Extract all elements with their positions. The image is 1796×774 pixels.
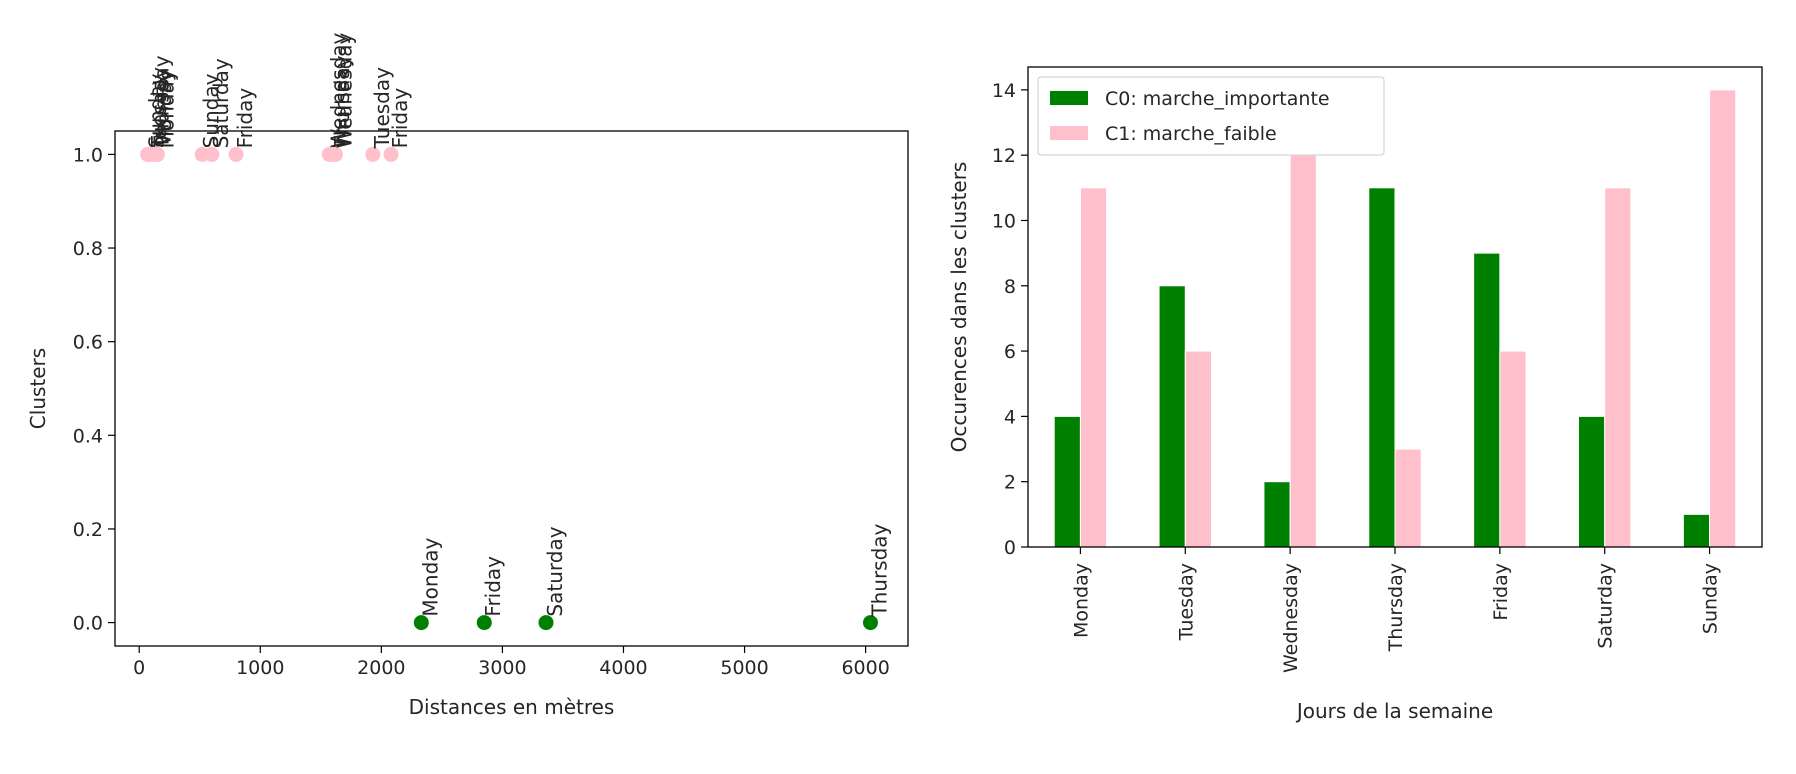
y-tick-label: 1.0: [73, 144, 103, 166]
point-annotation: Thursday: [150, 55, 174, 149]
legend-box: [1037, 76, 1385, 156]
x-axis-label: Jours de la semaine: [1295, 699, 1493, 723]
bar: [1263, 481, 1291, 548]
bar: [1578, 415, 1606, 548]
point-annotation: Tuesday: [370, 67, 394, 150]
legend-swatch: [1050, 91, 1088, 105]
point-annotation: Saturday: [209, 58, 233, 148]
bar: [1368, 187, 1396, 548]
point-annotation: Wednesday: [332, 32, 356, 148]
y-tick-label: 14: [992, 80, 1016, 102]
point-annotation: Thursday: [330, 55, 354, 149]
y-tick-label: 2: [1004, 472, 1016, 494]
x-tick-label: Saturday: [1595, 563, 1617, 649]
y-tick-label: 0.6: [73, 332, 103, 354]
x-tick-label: 0: [133, 657, 145, 679]
plot-frame: [114, 130, 909, 647]
scatter-point: [538, 615, 554, 631]
legend-label: C0: marche_importante: [1105, 88, 1330, 110]
y-tick-label: 0.2: [73, 519, 103, 541]
bar: [1709, 89, 1737, 548]
x-tick-label: 5000: [720, 657, 768, 679]
point-annotation: Monday: [154, 69, 178, 148]
point-annotation: Tuesday: [147, 67, 171, 150]
y-tick-label: 6: [1004, 341, 1016, 363]
y-tick-label: 8: [1004, 276, 1016, 298]
x-tick-label: 1000: [236, 657, 284, 679]
scatter-point: [383, 146, 399, 162]
point-annotation: Friday: [388, 88, 412, 149]
point-annotation: Friday: [481, 556, 505, 617]
bar: [1079, 187, 1108, 548]
bar: [1053, 415, 1081, 548]
y-tick-label: 12: [992, 145, 1016, 167]
x-tick-label: Sunday: [1700, 563, 1722, 634]
point-annotation: Thursday: [867, 523, 891, 617]
bar: [1158, 285, 1186, 548]
scatter-point: [365, 146, 381, 162]
bar: [1499, 350, 1527, 548]
scatter-point: [413, 615, 429, 631]
x-tick-label: 4000: [599, 657, 647, 679]
x-tick-label: Friday: [1490, 563, 1512, 621]
scatter-point: [862, 615, 878, 631]
bar: [1289, 154, 1317, 548]
scatter-point: [204, 146, 220, 162]
bar: [1184, 350, 1213, 548]
point-annotation: Sunday: [199, 73, 223, 148]
point-annotation: Friday: [233, 88, 257, 149]
y-tick-label: 0: [1004, 537, 1016, 559]
y-tick-label: 0.0: [73, 613, 103, 635]
x-tick-label: 2000: [357, 657, 405, 679]
point-annotation: Sunday: [145, 73, 169, 148]
x-tick-label: Monday: [1070, 563, 1092, 638]
x-axis-label: Distances en mètres: [409, 695, 615, 719]
point-annotation: Saturday: [543, 526, 567, 616]
y-axis-label: Clusters: [26, 348, 50, 429]
scatter-point: [228, 146, 244, 162]
scatter-point: [476, 615, 492, 631]
point-annotation: Wednesday: [326, 32, 350, 148]
scatter-point: [327, 146, 343, 162]
x-tick-label: 6000: [841, 657, 889, 679]
y-tick-label: 4: [1004, 406, 1016, 428]
y-tick-label: 10: [992, 210, 1016, 232]
x-tick-label: Tuesday: [1175, 563, 1197, 641]
legend-label: C1: marche_faible: [1105, 123, 1277, 145]
point-annotation: Monday: [418, 537, 442, 616]
scatter-point: [149, 146, 165, 162]
y-tick-label: 0.8: [73, 238, 103, 260]
bar: [1682, 513, 1711, 548]
legend-swatch: [1050, 126, 1088, 140]
x-tick-label: Thursday: [1385, 563, 1407, 652]
x-tick-label: Wednesday: [1280, 563, 1302, 673]
y-axis-label: Occurences dans les clusters: [947, 162, 971, 453]
bar: [1394, 448, 1422, 548]
bar: [1473, 252, 1501, 548]
x-tick-label: 3000: [478, 657, 526, 679]
y-tick-label: 0.4: [73, 425, 103, 447]
point-annotation: Monday: [152, 69, 176, 148]
bar: [1604, 187, 1632, 548]
